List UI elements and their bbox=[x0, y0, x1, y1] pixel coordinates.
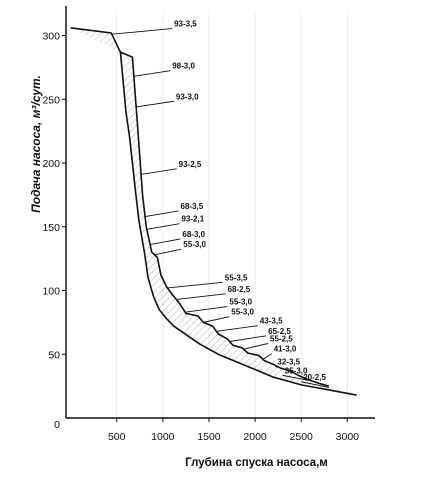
y-axis-label: Подача насоса, м³/сут. bbox=[29, 75, 43, 213]
annotation-leader bbox=[167, 281, 223, 289]
annotation-label: 55-3,0 bbox=[229, 298, 252, 307]
annotation-leader bbox=[203, 316, 230, 323]
y-tick-label: 200 bbox=[42, 158, 60, 170]
annotation-label: 93-3,0 bbox=[176, 92, 199, 101]
x-tick-label: 500 bbox=[108, 431, 126, 443]
annotation-leader bbox=[301, 381, 329, 388]
annotation-leader bbox=[229, 335, 267, 342]
annotation-leader bbox=[154, 248, 182, 256]
annotation-label: 68-2,5 bbox=[228, 285, 251, 294]
annotation-leader bbox=[262, 353, 272, 360]
y-tick-label: 300 bbox=[42, 31, 60, 43]
annotation-label: 68-3,5 bbox=[181, 202, 204, 211]
x-tick-label: 1000 bbox=[151, 431, 175, 443]
annotation-label: 55-3,5 bbox=[225, 273, 248, 282]
annotation-leader bbox=[144, 210, 179, 217]
x-tick-label: 2500 bbox=[290, 431, 314, 443]
annotation-label: 65-2,5 bbox=[268, 327, 291, 336]
annotation-leader bbox=[111, 28, 173, 35]
annotation-leader bbox=[176, 293, 226, 300]
annotations: 93-3,5 98-3,0 93-3,0 93-2,5 68-3,5 93-2,1 68-3… bbox=[172, 20, 326, 382]
annotation-label: 20-2,5 bbox=[303, 373, 326, 382]
annotation-label: 43-3,5 bbox=[260, 317, 283, 326]
x-ticks: 500 1000 1500 2000 2500 3000 bbox=[108, 418, 359, 443]
origin-label: 0 bbox=[54, 419, 60, 431]
annotation-label: 32-3,5 bbox=[277, 357, 300, 366]
annotation-leader bbox=[150, 238, 181, 246]
annotation-leader bbox=[146, 223, 180, 230]
annotation-label: 55-2,5 bbox=[270, 335, 293, 344]
annotation-label: 55-3,0 bbox=[231, 308, 254, 317]
x-axis-label: Глубина спуска насоса,м bbox=[185, 457, 328, 469]
x-tick-label: 3000 bbox=[336, 431, 360, 443]
annotation-leader bbox=[282, 374, 313, 382]
annotation-label: 98-3,0 bbox=[172, 62, 195, 71]
annotation-leaders bbox=[111, 28, 329, 388]
annotation-leader bbox=[275, 366, 293, 373]
annotation-leader bbox=[216, 325, 258, 332]
annotation-leader bbox=[185, 306, 228, 313]
hatched-region bbox=[70, 27, 357, 396]
annotation-label: 93-3,5 bbox=[174, 20, 197, 29]
chart-grid bbox=[116, 10, 348, 418]
annotation-leader bbox=[136, 100, 174, 108]
hatched-band bbox=[70, 27, 357, 396]
chart-axes bbox=[65, 6, 375, 419]
y-tick-label: 150 bbox=[42, 222, 60, 234]
annotation-leader bbox=[133, 70, 171, 77]
y-tick-label: 100 bbox=[42, 286, 60, 298]
y-ticks: 50 100 150 200 250 300 bbox=[42, 31, 66, 361]
annotation-label: 93-2,1 bbox=[181, 215, 204, 224]
y-tick-label: 50 bbox=[48, 349, 60, 361]
annotation-label: 68-3,0 bbox=[182, 230, 205, 239]
annotation-label: 35-3,0 bbox=[285, 366, 308, 375]
annotation-label: 55-3,0 bbox=[183, 240, 206, 249]
x-tick-label: 2000 bbox=[243, 431, 267, 443]
annotation-label: 93-2,5 bbox=[179, 160, 202, 169]
annotation-leader bbox=[141, 168, 177, 175]
y-tick-label: 250 bbox=[42, 94, 60, 106]
annotation-leader bbox=[243, 343, 269, 350]
series-line-2 bbox=[119, 52, 357, 396]
annotation-label: 41-3,0 bbox=[274, 345, 297, 354]
x-tick-label: 1500 bbox=[197, 431, 221, 443]
